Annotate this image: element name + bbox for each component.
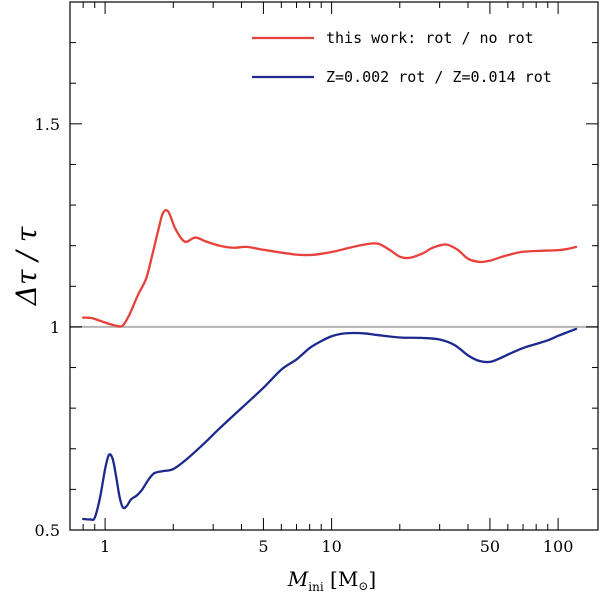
series-line-1 xyxy=(81,208,578,328)
series-layer xyxy=(81,208,578,522)
legend-label-2: Z=0.002 rot / Z=0.014 rot xyxy=(326,68,552,86)
y-tick-label: 1.5 xyxy=(35,115,60,134)
y-axis-title: Δτ / τ xyxy=(10,226,43,306)
x-tick-label: 1 xyxy=(100,537,110,556)
plot-frame xyxy=(69,1,599,531)
x-tick-label: 100 xyxy=(543,537,574,556)
x-tick-label: 50 xyxy=(480,537,500,556)
x-tick-label: 5 xyxy=(258,537,268,556)
legend: this work: rot / no rot Z=0.002 rot / Z=0… xyxy=(252,29,552,86)
y-tick-label: 0.5 xyxy=(35,521,60,540)
legend-label-1: this work: rot / no rot xyxy=(326,29,534,47)
x-axis-title: Mini [M⊙] xyxy=(287,567,376,593)
x-tick-label: 10 xyxy=(321,537,341,556)
axes-layer: 1 5 10 50 100 0.5 1 1.5 Mini [M⊙] Δτ / τ xyxy=(10,1,599,593)
series-line-2 xyxy=(81,327,578,522)
y-tick-label: 1 xyxy=(50,318,60,337)
